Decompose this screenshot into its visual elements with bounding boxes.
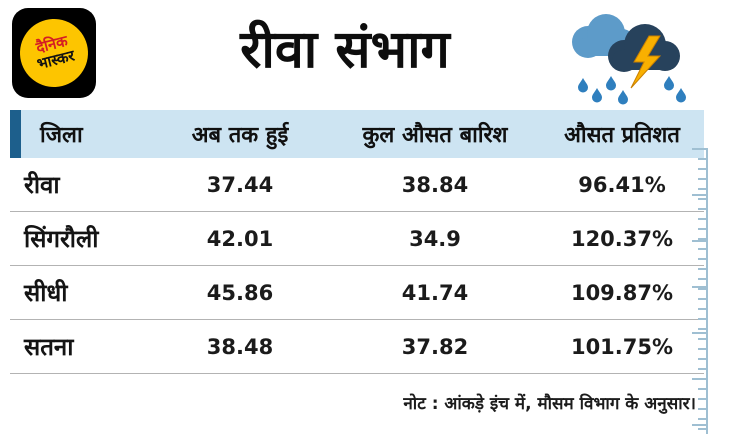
- footnote: नोट : आंकड़े इंच में, मौसम विभाग के अनुस…: [403, 394, 696, 414]
- ruler-scale-decoration: [692, 148, 708, 434]
- column-header-district: जिला: [40, 123, 83, 148]
- so-far-value: 37.44: [206, 172, 274, 197]
- total-avg-value: 37.82: [401, 334, 469, 359]
- column-header-so-far: अब तक हुई: [191, 123, 289, 148]
- so-far-value: 42.01: [206, 226, 274, 251]
- district-name: सीधी: [24, 279, 68, 307]
- header-accent-bar: [10, 110, 21, 158]
- so-far-value: 45.86: [206, 280, 274, 305]
- district-name: सिंगरौली: [24, 225, 99, 253]
- logo-sun-circle: दैनिक भास्कर: [12, 11, 96, 95]
- district-name: रीवा: [24, 171, 60, 199]
- table-row: रीवा 37.44 38.84 96.41%: [10, 158, 704, 212]
- lightning-bolt-icon: [630, 35, 662, 89]
- total-avg-value: 38.84: [401, 172, 469, 197]
- rainfall-table: जिला अब तक हुई कुल औसत बारिश औसत प्रतिशत…: [10, 110, 704, 374]
- total-avg-value: 41.74: [401, 280, 469, 305]
- avg-pct-value: 96.41%: [578, 172, 666, 197]
- district-name: सतना: [24, 333, 74, 361]
- storm-cloud-rain-icon: [572, 14, 686, 105]
- avg-pct-value: 101.75%: [570, 334, 674, 359]
- table-header-row: जिला अब तक हुई कुल औसत बारिश औसत प्रतिशत: [10, 110, 704, 158]
- column-header-total-avg: कुल औसत बारिश: [362, 123, 508, 148]
- avg-pct-value: 120.37%: [570, 226, 674, 251]
- dainik-bhaskar-logo: दैनिक भास्कर: [12, 8, 96, 98]
- page-title: रीवा संभाग: [240, 20, 450, 80]
- table-row: सीधी 45.86 41.74 109.87%: [10, 266, 704, 320]
- rain-drops-icon: [578, 76, 686, 105]
- column-header-avg-pct: औसत प्रतिशत: [564, 123, 680, 148]
- avg-pct-value: 109.87%: [570, 280, 674, 305]
- total-avg-value: 34.9: [409, 226, 461, 251]
- so-far-value: 38.48: [206, 334, 274, 359]
- table-row: सतना 38.48 37.82 101.75%: [10, 320, 704, 374]
- table-row: सिंगरौली 42.01 34.9 120.37%: [10, 212, 704, 266]
